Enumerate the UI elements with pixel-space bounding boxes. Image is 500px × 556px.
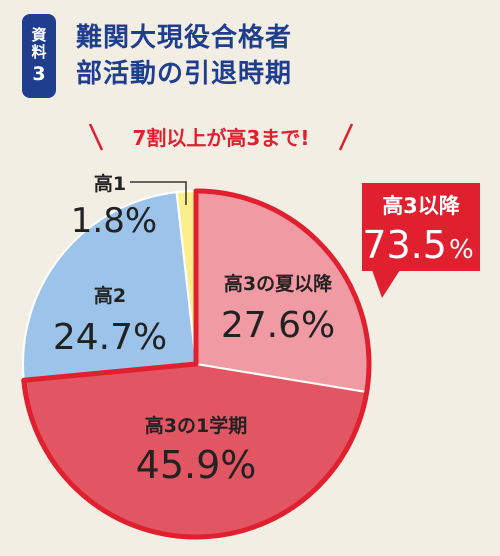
highlight-value-group: 73.5% xyxy=(362,223,473,267)
label-koukou3-1gakki: 高3の1学期 xyxy=(145,414,247,437)
badge-label: 資料 xyxy=(29,27,48,61)
badge-number: 3 xyxy=(32,63,46,85)
highlight-label: 高3以降 xyxy=(382,194,461,218)
pie-slices xyxy=(21,188,372,540)
value-koukou1: 1.8% xyxy=(71,201,157,241)
callout-text: 7割以上が高3まで! xyxy=(133,126,310,150)
label-koukou1: 高1 xyxy=(94,172,126,195)
koukou3-outline xyxy=(21,188,372,540)
slice-koukou2 xyxy=(22,190,198,382)
label-koukou2: 高2 xyxy=(94,284,126,307)
chart-title: 難関大現役合格者 部活動の引退時期 xyxy=(76,20,292,92)
value-koukou2: 24.7% xyxy=(53,317,167,358)
section-badge: 資料 3 xyxy=(22,14,56,98)
value-koukou3-natsu: 27.6% xyxy=(221,305,335,346)
highlight-unit: % xyxy=(449,235,474,265)
highlight-box-bg xyxy=(362,183,480,271)
highlight-box-pointer xyxy=(372,270,400,298)
title-line-2: 部活動の引退時期 xyxy=(76,59,293,89)
highlight-value: 73.5 xyxy=(362,223,447,267)
callout-slash-right xyxy=(338,123,354,151)
highlight-box: 高3以降 73.5% xyxy=(362,183,480,298)
value-koukou3-1gakki: 45.9% xyxy=(136,443,257,487)
koukou1-leader-line xyxy=(130,181,187,205)
callout-slash-left xyxy=(88,123,104,151)
label-koukou3-natsu: 高3の夏以降 xyxy=(224,272,333,295)
title-line-1: 難関大現役合格者 xyxy=(76,23,293,53)
slice-labels: 高1 1.8% 高3の夏以降 27.6% 高3の1学期 45.9% 高2 24.7% xyxy=(53,172,335,487)
